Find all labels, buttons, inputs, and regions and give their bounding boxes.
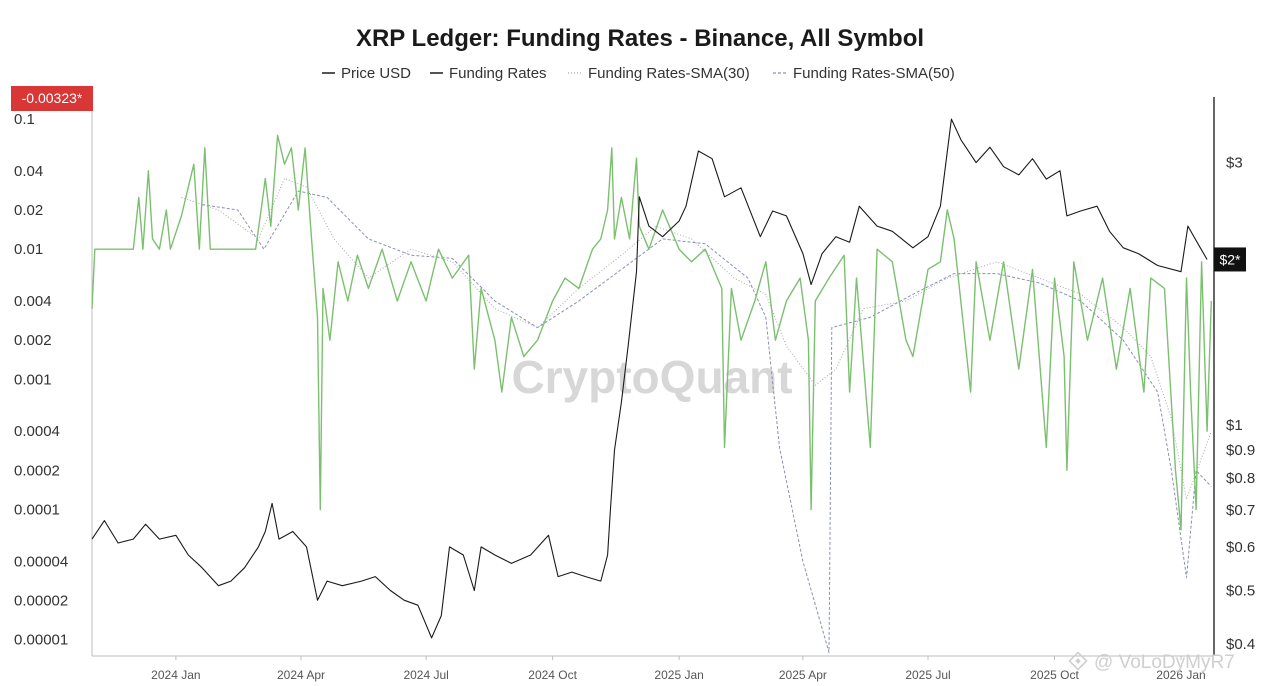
- right-axis-ticks: $3 $1 $0.9 $0.8 $0.7 $0.6 $0.5 $0.4: [1226, 155, 1255, 653]
- x-tick-label: 2024 Oct: [528, 668, 577, 682]
- left-badge-background: [11, 86, 93, 111]
- legend-label-funding: Funding Rates: [449, 65, 547, 82]
- right-tick-label: $0.4: [1226, 636, 1255, 653]
- left-tick-label: 0.00001: [14, 632, 68, 649]
- x-tick-label: 2026 Jan: [1156, 668, 1205, 682]
- x-tick-label: 2024 Jul: [403, 668, 448, 682]
- right-tick-label: $1: [1226, 417, 1243, 434]
- right-tick-label: $0.7: [1226, 502, 1255, 519]
- credit: @ VoLoDyMyR7: [1068, 651, 1235, 673]
- right-current-badge: $2*: [1214, 247, 1246, 272]
- left-tick-label: 0.0004: [14, 423, 60, 440]
- x-tick-label: 2025 Oct: [1030, 668, 1079, 682]
- left-tick-label: 0.00002: [14, 593, 68, 610]
- credit-text: @ VoLoDyMyR7: [1094, 652, 1235, 673]
- left-tick-label: 0.001: [14, 371, 52, 388]
- x-axis-ticks: 2024 Jan 2024 Apr 2024 Jul 2024 Oct 2025 Jan…: [151, 656, 1206, 682]
- right-tick-label: $0.5: [1226, 582, 1255, 599]
- x-tick-label: 2025 Jul: [905, 668, 950, 682]
- left-tick-label: 0.04: [14, 163, 43, 180]
- left-tick-label: 0.00004: [14, 553, 68, 570]
- x-tick-label: 2024 Apr: [277, 668, 325, 682]
- left-tick-label: 0.1: [14, 111, 35, 128]
- legend-label-price: Price USD: [341, 65, 411, 82]
- right-tick-label: $0.9: [1226, 442, 1255, 459]
- left-badge-text: -0.00323*: [22, 90, 83, 106]
- left-tick-label: 0.02: [14, 202, 43, 219]
- left-tick-label: 0.01: [14, 241, 43, 258]
- legend-label-sma50: Funding Rates-SMA(50): [793, 65, 955, 82]
- x-tick-label: 2024 Jan: [151, 668, 200, 682]
- credit-logo-icon: [1068, 651, 1088, 671]
- left-current-badge: -0.00323*: [11, 86, 93, 111]
- price-usd-line: [91, 118, 1208, 639]
- chart-title: XRP Ledger: Funding Rates - Binance, All…: [356, 25, 924, 52]
- right-tick-label: $0.8: [1226, 470, 1255, 487]
- right-badge-text: $2*: [1219, 251, 1241, 267]
- left-tick-label: 0.0002: [14, 462, 60, 479]
- funding-rates-line: [91, 134, 1212, 531]
- x-tick-label: 2025 Apr: [779, 668, 827, 682]
- chart-legend: Price USD Funding Rates Funding Rates-SM…: [322, 65, 955, 82]
- right-tick-label: $0.6: [1226, 539, 1255, 556]
- funding-rates-sma50-line: [201, 190, 1212, 653]
- x-tick-label: 2025 Jan: [654, 668, 703, 682]
- right-badge-background: [1214, 247, 1246, 272]
- series-layer: [91, 118, 1212, 653]
- right-tick-label: $3: [1226, 155, 1243, 172]
- left-tick-label: 0.002: [14, 332, 52, 349]
- legend-label-sma30: Funding Rates-SMA(30): [588, 65, 750, 82]
- watermark: CryptoQuant: [511, 351, 792, 403]
- left-tick-label: 0.004: [14, 293, 52, 310]
- left-tick-label: 0.0001: [14, 502, 60, 519]
- left-axis-ticks: 0.1 0.04 0.02 0.01 0.004 0.002 0.001 0.0004 0.00…: [14, 111, 68, 649]
